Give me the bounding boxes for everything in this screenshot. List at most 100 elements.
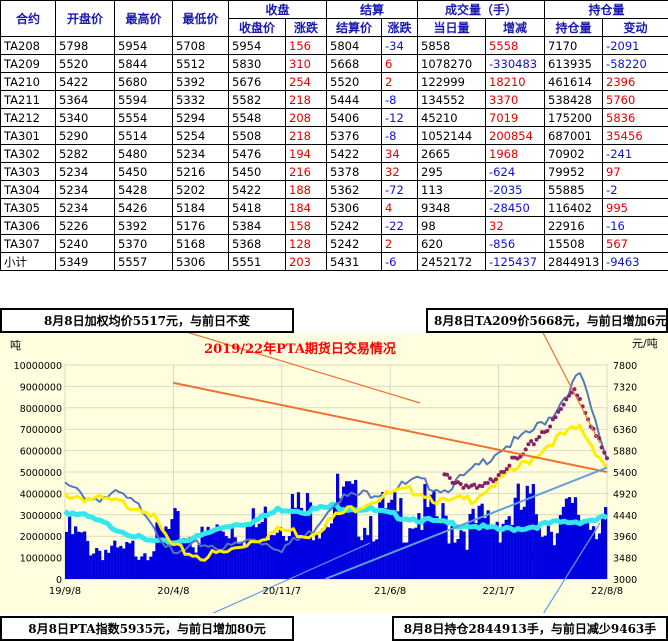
volume-bar	[122, 549, 125, 579]
cell-close-price: 5422	[229, 181, 286, 199]
volume-bar	[213, 530, 216, 579]
cell-settle-price: 5520	[327, 73, 382, 91]
volume-bar	[490, 526, 493, 579]
volume-bar	[366, 535, 369, 579]
cell-low: 5254	[173, 127, 229, 145]
cell-close-price: 5582	[229, 91, 286, 109]
cell-volume: 620	[418, 235, 486, 253]
series-dot-purple	[554, 415, 558, 419]
cell-low: 5202	[173, 181, 229, 199]
volume-bar	[550, 532, 553, 579]
x-tick-label: 21/6/8	[374, 586, 406, 597]
cell-low: 5168	[173, 235, 229, 253]
cell-volume-change: 200854	[486, 127, 545, 145]
cell-open-interest: 79952	[545, 163, 603, 181]
y-axis-left-label: 吨	[10, 339, 21, 352]
y-right-tick-label: 3960	[613, 532, 637, 543]
cell-open-interest: 116402	[545, 199, 603, 217]
series-dot-purple	[545, 429, 549, 433]
volume-bar	[601, 517, 604, 579]
cell-low: 5176	[173, 217, 229, 235]
cell-contract: TA209	[1, 55, 56, 73]
cell-close-change: 158	[286, 217, 327, 235]
volume-bar	[92, 554, 95, 579]
cell-high: 5428	[115, 181, 173, 199]
volume-bar	[294, 508, 297, 579]
volume-bar	[204, 533, 207, 579]
cell-settle-change: 4	[382, 199, 418, 217]
chart-svg: 0100000020000003000000400000050000006000…	[0, 333, 668, 613]
volume-bar	[532, 484, 535, 579]
volume-bar	[502, 524, 505, 579]
volume-bar	[456, 539, 459, 579]
cell-close-price: 5476	[229, 145, 286, 163]
x-tick-label: 22/8/8	[591, 586, 623, 597]
volume-bar	[535, 514, 538, 579]
volume-bar	[462, 532, 465, 579]
cell-close-change: 310	[286, 55, 327, 73]
cell-settle-price: 5376	[327, 127, 382, 145]
cell-open: 5234	[56, 199, 115, 217]
volume-bar	[441, 503, 444, 579]
volume-bar	[104, 550, 107, 579]
cell-close-change: 188	[286, 181, 327, 199]
volume-bar	[393, 492, 396, 579]
volume-bar	[562, 507, 565, 579]
volume-bar	[137, 560, 140, 579]
cell-low: 5392	[173, 73, 229, 91]
cell-settle-price: 5668	[327, 55, 382, 73]
volume-bar	[158, 525, 161, 579]
volume-bar	[231, 527, 234, 579]
volume-bar	[125, 542, 128, 579]
volume-bar	[107, 553, 110, 579]
volume-bar	[95, 548, 98, 579]
y-right-tick-label: 6840	[613, 404, 637, 415]
volume-bar	[538, 528, 541, 579]
cell-volume-change: 3370	[486, 91, 545, 109]
y-left-tick-label: 3000000	[20, 511, 62, 522]
volume-bar	[475, 523, 478, 579]
volume-bar	[574, 497, 577, 579]
series-dot-purple	[494, 477, 498, 481]
cell-volume-change: 5558	[486, 37, 545, 55]
cell-low: 5512	[173, 55, 229, 73]
cell-contract: TA303	[1, 163, 56, 181]
volume-bar	[556, 533, 559, 579]
cell-close-change: 254	[286, 73, 327, 91]
volume-bar	[312, 540, 315, 579]
cell-high: 5557	[115, 253, 173, 271]
cell-volume-change: -330483	[486, 55, 545, 73]
volume-bar	[303, 513, 306, 579]
volume-bar	[520, 510, 523, 579]
x-tick-label: 20/4/8	[157, 586, 189, 597]
y-left-tick-label: 0	[56, 575, 62, 586]
volume-bar	[330, 523, 333, 579]
cell-low: 5216	[173, 163, 229, 181]
volume-bar	[384, 508, 387, 579]
series-dot-purple	[562, 403, 566, 407]
volume-bar	[459, 530, 462, 579]
cell-oi-change: -9463	[603, 253, 668, 271]
series-dot-purple	[526, 442, 530, 446]
volume-bar	[447, 543, 450, 579]
volume-bar	[291, 494, 294, 579]
cell-low: 5234	[173, 145, 229, 163]
volume-bar	[80, 532, 83, 579]
volume-bar	[86, 541, 89, 579]
volume-bar	[378, 502, 381, 579]
cell-oi-change: -2091	[603, 37, 668, 55]
cell-close-price: 5548	[229, 109, 286, 127]
volume-bar	[282, 536, 285, 579]
cell-settle-change: -34	[382, 37, 418, 55]
x-tick-label: 20/11/7	[263, 586, 302, 597]
cell-close-change: 218	[286, 127, 327, 145]
cell-settle-change: -12	[382, 109, 418, 127]
volume-bar	[77, 532, 80, 579]
cell-close-change: 218	[286, 91, 327, 109]
volume-bar	[273, 535, 276, 579]
series-dot-purple	[600, 445, 604, 449]
